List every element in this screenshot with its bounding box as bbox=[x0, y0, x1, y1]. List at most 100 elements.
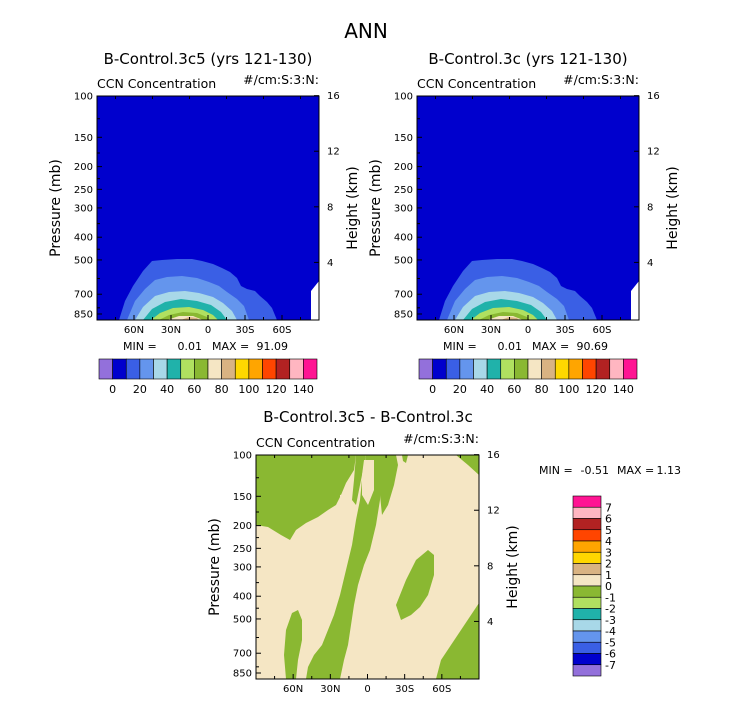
colorbar-box bbox=[554, 358, 570, 380]
pressure-tick-label: 300 bbox=[233, 562, 252, 573]
panel-3-contour-hole bbox=[368, 655, 382, 679]
panel-2-title: B-Control.3c (yrs 121-130) bbox=[428, 50, 627, 68]
panel-2-min-label: MIN = bbox=[443, 340, 477, 353]
colorbar-label: -3 bbox=[605, 614, 616, 627]
colorbar-box bbox=[572, 563, 602, 576]
panel-3-ylabel-right: Height (km) bbox=[505, 525, 521, 608]
panel-2-min-value: 0.01 bbox=[498, 340, 523, 353]
colorbar-box bbox=[207, 358, 222, 380]
colorbar-box bbox=[445, 358, 461, 380]
pressure-tick-label: 700 bbox=[233, 649, 252, 660]
colorbar-label: 60 bbox=[187, 383, 201, 396]
colorbar-label: 100 bbox=[558, 383, 579, 396]
pressure-tick-label: 250 bbox=[74, 185, 93, 196]
colorbar-box bbox=[98, 358, 113, 380]
colorbar-label: 140 bbox=[293, 383, 314, 396]
colorbar-label: -4 bbox=[605, 625, 616, 638]
panel-3-max-label: MAX = bbox=[617, 464, 654, 477]
lat-tick-label: 0 bbox=[205, 325, 211, 336]
panel-2-units: #/cm:S:3:N: bbox=[563, 72, 639, 87]
panel-1-ylabel-right: Height (km) bbox=[345, 166, 361, 249]
pressure-tick-label: 400 bbox=[394, 233, 413, 244]
colorbar-label: 40 bbox=[480, 383, 494, 396]
panel-3-contour-hole bbox=[340, 493, 352, 517]
colorbar-box bbox=[595, 358, 611, 380]
panel-1-max-label: MAX = bbox=[212, 340, 249, 353]
lat-tick-label: 30S bbox=[555, 325, 574, 336]
colorbar-label: 80 bbox=[535, 383, 549, 396]
panel-3-contour-region bbox=[256, 455, 356, 540]
pressure-tick-label: 250 bbox=[233, 544, 252, 555]
panel-2-axes: 100 150 200 250 300 400 500 700 850 16 12 8 4 60N 30N 0… bbox=[394, 91, 660, 336]
pressure-tick-label: 500 bbox=[233, 614, 252, 625]
colorbar-box bbox=[572, 529, 602, 542]
colorbar-box bbox=[572, 574, 602, 587]
colorbar-box bbox=[262, 358, 277, 380]
colorbar-box bbox=[303, 358, 318, 380]
pressure-tick-label: 200 bbox=[74, 162, 93, 173]
colorbar-box bbox=[418, 358, 433, 380]
colorbar-label: 20 bbox=[453, 383, 467, 396]
panel-1: B-Control.3c5 (yrs 121-130) CCN Concentr… bbox=[48, 50, 361, 396]
colorbar-label: 0 bbox=[429, 383, 436, 396]
colorbar-box bbox=[527, 358, 542, 380]
pressure-tick-label: 500 bbox=[394, 255, 413, 266]
colorbar-box bbox=[572, 495, 602, 508]
height-tick-label: 4 bbox=[647, 258, 653, 269]
colorbar-label: 120 bbox=[266, 383, 287, 396]
pressure-tick-label: 150 bbox=[74, 133, 93, 144]
pressure-tick-label: 100 bbox=[233, 451, 252, 462]
height-tick-label: 16 bbox=[487, 450, 500, 461]
panel-2-contour-level bbox=[631, 281, 639, 320]
panel-3-units: #/cm:S:3:N: bbox=[403, 431, 479, 446]
panel-1-ylabel: Pressure (mb) bbox=[48, 159, 64, 257]
colorbar-box bbox=[275, 358, 291, 380]
pressure-tick-label: 150 bbox=[394, 133, 413, 144]
lat-tick-label: 60N bbox=[124, 325, 144, 336]
colorbar-label: 80 bbox=[215, 383, 229, 396]
panel-3: B-Control.3c5 - B-Control.3c CCN Concent… bbox=[207, 408, 681, 695]
colorbar-label: -2 bbox=[605, 603, 616, 616]
panel-3-axes: 100 150 200 250 300 400 500 700 850 16 12 8 4 60N 30N 0… bbox=[233, 450, 500, 695]
colorbar-box bbox=[623, 358, 638, 380]
colorbar-label: 2 bbox=[605, 558, 612, 571]
pressure-tick-label: 500 bbox=[74, 255, 93, 266]
colorbar-box bbox=[572, 664, 602, 677]
colorbar-box bbox=[234, 358, 250, 380]
colorbar-label: 6 bbox=[605, 513, 612, 526]
colorbar-box bbox=[139, 358, 154, 380]
pressure-tick-label: 700 bbox=[74, 290, 93, 301]
panel-1-field: CCN Concentration bbox=[97, 76, 216, 91]
colorbar-box bbox=[609, 358, 624, 380]
lat-tick-label: 30N bbox=[481, 325, 501, 336]
colorbar-box bbox=[572, 596, 602, 609]
lat-tick-label: 30N bbox=[320, 684, 340, 695]
lat-tick-label: 60S bbox=[592, 325, 611, 336]
lat-tick-label: 60N bbox=[444, 325, 464, 336]
pressure-tick-label: 250 bbox=[394, 185, 413, 196]
lat-tick-label: 30S bbox=[395, 684, 414, 695]
panel-1-min-value: 0.01 bbox=[178, 340, 203, 353]
colorbar-box bbox=[153, 358, 168, 380]
colorbar-box bbox=[572, 630, 602, 643]
colorbar-box bbox=[500, 358, 515, 380]
colorbar-box bbox=[572, 585, 602, 598]
colorbar-label: 140 bbox=[613, 383, 634, 396]
panel-3-contour-region bbox=[396, 550, 434, 620]
panel-1-colorbar: 0 20 40 60 80 100 120 140 bbox=[98, 358, 318, 396]
height-tick-label: 16 bbox=[647, 91, 660, 102]
colorbar-label: 40 bbox=[160, 383, 174, 396]
height-tick-label: 16 bbox=[327, 91, 340, 102]
height-tick-label: 4 bbox=[487, 617, 493, 628]
lat-tick-label: 0 bbox=[364, 684, 370, 695]
colorbar-box bbox=[486, 358, 502, 380]
pressure-tick-label: 400 bbox=[74, 233, 93, 244]
panel-2-colorbar: 0 20 40 60 80 100 120 140 bbox=[418, 358, 638, 396]
colorbar-box bbox=[289, 358, 304, 380]
panel-1-min-label: MIN = bbox=[123, 340, 157, 353]
lat-tick-label: 60S bbox=[272, 325, 291, 336]
panel-3-contour-region bbox=[374, 455, 398, 515]
colorbar-label: 3 bbox=[605, 546, 612, 559]
colorbar-box bbox=[166, 358, 182, 380]
